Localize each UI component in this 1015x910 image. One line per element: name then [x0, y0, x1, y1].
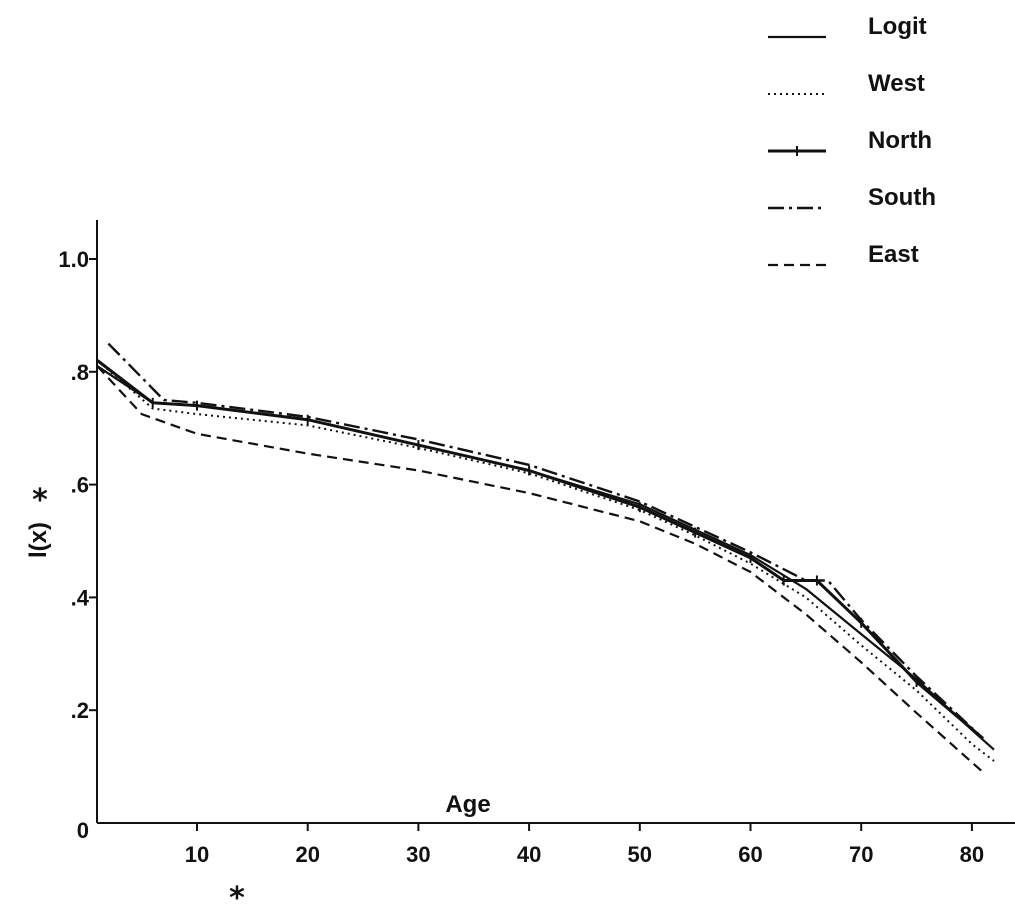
y-tick-label: .4 [71, 585, 90, 610]
x-tick-label: 40 [517, 842, 541, 867]
x-tick-label: 20 [295, 842, 319, 867]
axes [96, 220, 1015, 824]
legend: Logit West North South East [768, 13, 936, 268]
series-line-west [96, 359, 995, 762]
series-layer [96, 342, 995, 774]
legend-label-east: East [868, 241, 919, 268]
ticks: 10 20 30 40 50 60 70 80 0 .2 .4 .6 .8 1.0 [58, 247, 984, 867]
y-tick-label: 1.0 [58, 247, 89, 272]
x-tick-label: 80 [960, 842, 984, 867]
x-axis-asterisk: * [229, 881, 245, 910]
x-tick-label: 10 [185, 842, 209, 867]
series-line-logit [96, 365, 995, 751]
x-tick-label: 30 [406, 842, 430, 867]
legend-label-south: South [868, 184, 936, 211]
series-line-east [96, 365, 984, 774]
legend-label-west: West [868, 70, 925, 97]
x-axis-label: Age [445, 791, 490, 818]
x-tick-label: 50 [628, 842, 652, 867]
legend-label-logit: Logit [868, 13, 927, 40]
series-line-south [107, 342, 984, 740]
legend-label-north: North [868, 127, 932, 154]
y-tick-label: .8 [71, 360, 89, 385]
x-tick-label: 60 [738, 842, 762, 867]
y-tick-label: 0 [77, 818, 89, 843]
series-line-north [96, 359, 984, 740]
y-axis-asterisk: * [32, 483, 48, 518]
y-axis-label: l(x) [25, 522, 52, 558]
y-tick-label: .6 [71, 473, 89, 498]
x-tick-label: 70 [849, 842, 873, 867]
y-tick-label: .2 [71, 698, 89, 723]
